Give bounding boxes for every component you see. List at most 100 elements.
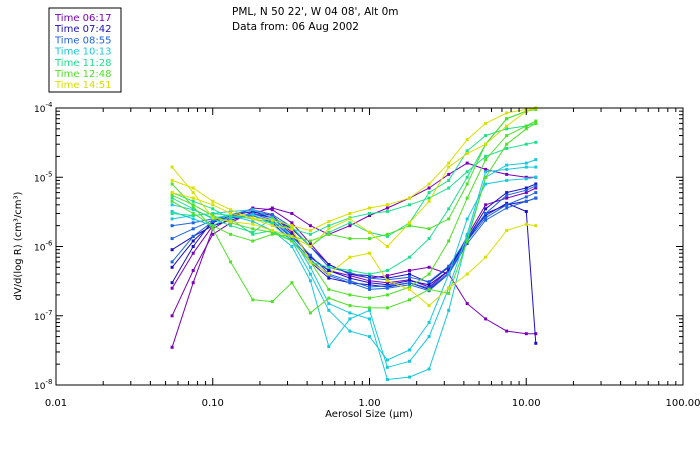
data-point xyxy=(270,213,274,216)
data-point xyxy=(191,234,195,238)
data-point xyxy=(408,348,411,352)
data-point xyxy=(270,221,274,225)
data-point xyxy=(170,203,174,207)
data-point xyxy=(385,279,389,283)
data-point xyxy=(170,182,174,186)
data-point xyxy=(465,242,469,246)
data-point xyxy=(368,276,371,280)
data-point xyxy=(408,196,411,200)
data-point xyxy=(229,214,233,217)
y-tick-exponent: -7 xyxy=(45,309,52,317)
data-point xyxy=(308,229,312,232)
data-point xyxy=(484,175,488,179)
y-tick-exponent: -8 xyxy=(45,378,52,386)
data-point xyxy=(308,224,312,228)
data-point xyxy=(229,232,233,236)
data-point xyxy=(308,272,312,276)
series-line xyxy=(171,107,536,232)
data-point xyxy=(385,284,389,288)
data-point xyxy=(290,239,294,243)
data-point xyxy=(229,220,233,223)
data-point xyxy=(270,216,274,220)
data-point xyxy=(484,255,488,259)
data-point xyxy=(447,165,451,169)
series-line xyxy=(171,185,537,283)
data-point xyxy=(290,281,294,285)
x-tick-label: 0.10 xyxy=(202,398,224,409)
data-point xyxy=(211,227,215,231)
data-point xyxy=(484,182,488,186)
data-point xyxy=(534,186,538,190)
data-point xyxy=(427,304,431,308)
data-point xyxy=(229,208,233,212)
data-point xyxy=(447,217,451,221)
data-point xyxy=(447,186,451,190)
data-point xyxy=(327,287,331,291)
data-point xyxy=(465,182,469,186)
data-point xyxy=(385,269,389,272)
data-point xyxy=(534,341,538,345)
data-point xyxy=(524,177,528,181)
data-point xyxy=(229,260,233,264)
data-point xyxy=(251,206,255,210)
data-point xyxy=(484,121,488,125)
data-point xyxy=(368,335,371,339)
data-point xyxy=(251,230,255,234)
x-tick-label: 0.01 xyxy=(45,398,67,409)
chart-title-line2: Data from: 06 Aug 2002 xyxy=(232,21,359,33)
y-tick-exponent: -6 xyxy=(45,240,53,248)
data-point xyxy=(170,193,174,197)
data-point xyxy=(368,206,371,210)
data-point xyxy=(211,214,215,217)
y-tick-label: 10-6 xyxy=(34,240,53,254)
data-point xyxy=(348,317,352,321)
data-point xyxy=(191,196,195,200)
data-point xyxy=(270,208,274,212)
x-tick-label: 100.00 xyxy=(666,398,700,409)
data-point xyxy=(505,191,509,195)
data-point xyxy=(368,283,371,287)
data-point xyxy=(170,196,174,200)
data-point xyxy=(191,281,195,285)
data-point xyxy=(524,188,528,192)
data-point xyxy=(408,375,411,379)
data-point xyxy=(290,224,294,228)
data-point xyxy=(348,269,352,272)
data-point xyxy=(408,255,411,259)
data-point xyxy=(427,182,431,186)
data-point xyxy=(270,300,274,304)
data-point xyxy=(308,265,312,269)
data-point xyxy=(408,272,411,276)
data-point xyxy=(270,218,274,222)
data-point xyxy=(191,251,195,255)
data-point xyxy=(524,195,528,199)
data-point xyxy=(191,221,195,225)
series-line xyxy=(171,176,536,361)
data-point xyxy=(505,178,509,182)
data-point xyxy=(170,248,174,252)
data-point xyxy=(191,212,195,215)
data-point xyxy=(348,311,352,315)
data-point xyxy=(251,210,255,213)
data-point xyxy=(270,232,274,236)
data-point xyxy=(427,186,431,190)
data-point xyxy=(211,216,215,220)
data-point xyxy=(534,121,538,125)
series-line xyxy=(171,122,537,314)
y-tick-exponent: -5 xyxy=(45,170,52,178)
data-point xyxy=(191,269,195,272)
data-point xyxy=(427,199,431,203)
legend-entry: Time 11:28 xyxy=(54,58,111,69)
data-point xyxy=(170,165,174,169)
data-point xyxy=(251,220,255,223)
data-point xyxy=(348,237,352,241)
series-line xyxy=(172,192,537,289)
data-point xyxy=(524,127,528,131)
data-point xyxy=(465,152,469,155)
data-point xyxy=(270,230,274,234)
data-point xyxy=(484,216,488,220)
data-point xyxy=(524,124,528,128)
data-point xyxy=(290,227,294,231)
series-line xyxy=(171,183,536,284)
